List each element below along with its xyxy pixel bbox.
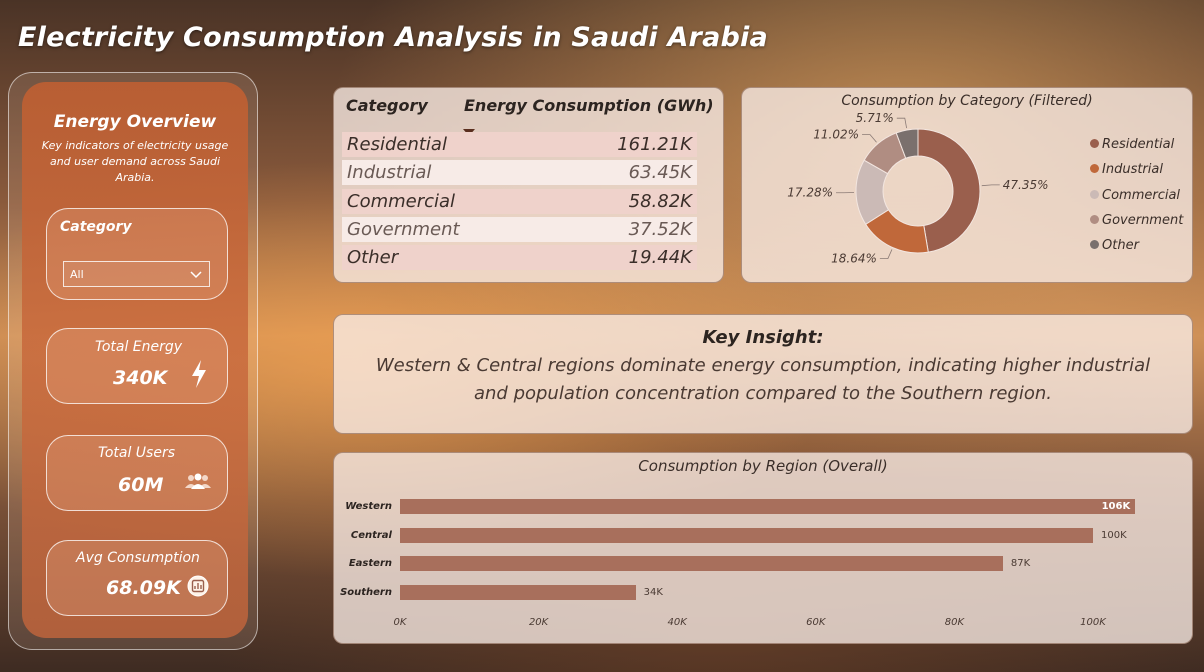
table-cell-value: 161.21K — [617, 134, 692, 155]
legend-swatch — [1090, 139, 1099, 148]
category-filter-label: Category — [60, 219, 132, 235]
kpi-value-total-energy: 340K — [113, 367, 168, 389]
legend-swatch — [1090, 215, 1099, 224]
table-cell-value: 63.45K — [628, 162, 692, 183]
legend-swatch — [1090, 190, 1099, 199]
bar-data-label: 100K — [1101, 530, 1127, 541]
x-tick-label: 20K — [528, 617, 549, 628]
legend-item-government[interactable]: Government — [1090, 213, 1183, 228]
table-row: Other 19.44K — [342, 245, 697, 270]
insight-panel — [333, 314, 1193, 434]
legend-label: Commercial — [1102, 188, 1181, 203]
insight-title: Key Insight: — [702, 327, 824, 348]
bar-western[interactable] — [400, 499, 1135, 514]
x-tick-label: 40K — [667, 617, 687, 628]
table-cell-category: Government — [347, 219, 460, 240]
table-cell-category: Commercial — [347, 191, 456, 212]
kpi-label-total-users: Total Users — [98, 445, 175, 461]
category-filter-card: Category All — [46, 208, 228, 300]
bar-data-label: 106K — [1101, 501, 1131, 512]
x-tick-label: 100K — [1080, 617, 1106, 628]
lightning-icon — [189, 359, 209, 393]
page-title: Electricity Consumption Analysis in Saud… — [18, 22, 768, 53]
table-row: Government 37.52K — [342, 217, 697, 242]
bar-category-label: Western — [345, 501, 392, 512]
table-header-energy[interactable]: Energy Consumption (GWh) — [464, 96, 714, 115]
legend-item-commercial[interactable]: Commercial — [1090, 188, 1180, 203]
bar-data-label: 34K — [643, 587, 663, 598]
chevron-down-icon — [189, 266, 203, 285]
table-row: Residential 161.21K — [342, 132, 697, 157]
kpi-card-total-users: Total Users 60M — [46, 435, 228, 511]
kpi-value-total-users: 60M — [118, 474, 164, 496]
bar-southern[interactable] — [400, 585, 636, 600]
bar-eastern[interactable] — [400, 556, 1003, 571]
users-icon — [184, 472, 212, 496]
donut-leader-line — [981, 184, 1000, 187]
bar-chart-title: Consumption by Region (Overall) — [638, 457, 888, 475]
x-tick-label: 0K — [393, 617, 407, 628]
insight-text: Western & Central regions dominate energ… — [375, 355, 1151, 404]
donut-slice-residential[interactable] — [917, 128, 981, 253]
donut-leader-line — [862, 134, 877, 143]
donut-chart-title: Consumption by Category (Filtered) — [841, 93, 1093, 109]
donut-chart: 47.35% 18.64% 17.28% 11.02% 5.71% — [787, 111, 1049, 266]
legend-item-industrial[interactable]: Industrial — [1090, 162, 1163, 177]
kpi-card-total-energy: Total Energy 340K — [46, 328, 228, 404]
table-cell-value: 19.44K — [628, 247, 692, 268]
legend-label: Industrial — [1102, 162, 1163, 177]
bar-category-label: Southern — [340, 587, 392, 598]
donut-slice-other[interactable] — [895, 128, 919, 159]
bar-category-label: Central — [350, 530, 392, 541]
table-cell-category: Industrial — [347, 162, 432, 183]
donut-data-label: 18.64% — [831, 252, 877, 266]
donut-leader-line — [879, 249, 893, 259]
table-row: Industrial 63.45K — [342, 160, 697, 185]
donut-data-label: 17.28% — [787, 186, 833, 200]
donut-data-label: 11.02% — [813, 128, 859, 142]
legend-label: Other — [1102, 238, 1139, 253]
category-dropdown-value: All — [70, 268, 84, 281]
overview-description: Key indicators of electricity usage and … — [41, 139, 229, 184]
legend-label: Residential — [1102, 137, 1175, 152]
legend-item-other[interactable]: Other — [1090, 238, 1139, 253]
category-dropdown[interactable]: All — [63, 261, 210, 287]
bar-data-label: 87K — [1010, 558, 1031, 569]
legend-label: Government — [1102, 213, 1184, 228]
bar-chart-panel — [333, 452, 1193, 644]
table-cell-category: Other — [347, 247, 399, 268]
table-header-category[interactable]: Category — [346, 96, 428, 115]
donut-data-label: 5.71% — [856, 111, 894, 125]
donut-data-label: 47.35% — [1003, 178, 1049, 192]
table-cell-value: 58.82K — [628, 191, 692, 212]
bar-central[interactable] — [400, 528, 1093, 543]
gauge-icon — [187, 575, 209, 601]
kpi-value-avg-consumption: 68.09K — [106, 577, 181, 599]
x-tick-label: 80K — [944, 617, 965, 628]
overview-title: Energy Overview — [53, 112, 217, 132]
bar-category-label: Eastern — [348, 558, 392, 569]
kpi-card-avg-consumption: Avg Consumption 68.09K — [46, 540, 228, 616]
table-cell-value: 37.52K — [628, 219, 692, 240]
legend-swatch — [1090, 164, 1099, 173]
x-tick-label: 60K — [806, 617, 826, 628]
donut-leader-line — [896, 117, 907, 129]
kpi-label-avg-consumption: Avg Consumption — [76, 550, 200, 566]
kpi-label-total-energy: Total Energy — [95, 339, 183, 355]
table-row: Commercial 58.82K — [342, 189, 697, 214]
legend-item-residential[interactable]: Residential — [1090, 137, 1174, 152]
table-cell-category: Residential — [347, 134, 447, 155]
legend-swatch — [1090, 240, 1099, 249]
